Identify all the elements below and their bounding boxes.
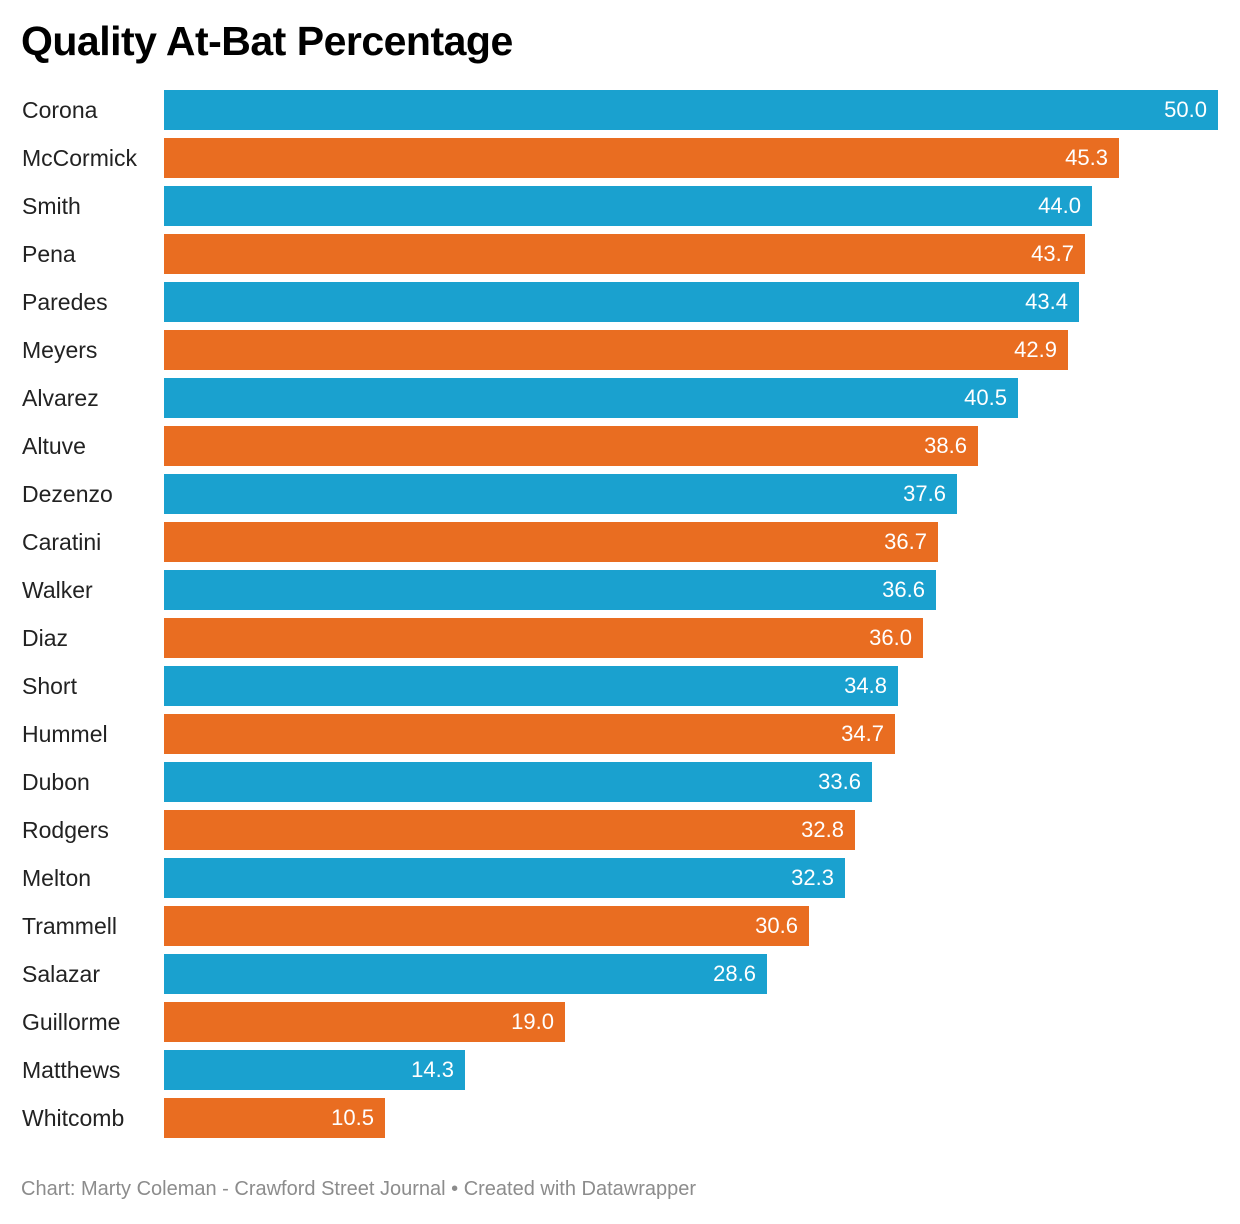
- bar-row: Hummel 34.7: [0, 714, 1240, 754]
- chart-credit-footer: Chart: Marty Coleman - Crawford Street J…: [21, 1178, 697, 1200]
- value-label: 34.8: [844, 673, 887, 698]
- category-label: Walker: [22, 577, 93, 603]
- value-label: 19.0: [511, 1009, 554, 1034]
- bar-row: Caratini 36.7: [0, 522, 1240, 562]
- category-label: Melton: [22, 865, 92, 891]
- bar-row: Dubon 33.6: [0, 762, 1240, 802]
- bar: 50.0: [164, 90, 1218, 130]
- bar-row: Corona 50.0: [0, 90, 1240, 130]
- value-label: 42.9: [1014, 337, 1057, 362]
- value-label: 38.6: [924, 433, 967, 458]
- value-label: 34.7: [841, 721, 884, 746]
- bar: 32.3: [164, 858, 845, 898]
- category-label: Trammell: [22, 913, 117, 939]
- value-label: 32.3: [791, 865, 834, 890]
- category-label: McCormick: [22, 145, 137, 171]
- bar-row: Dezenzo 37.6: [0, 474, 1240, 514]
- bar: 10.5: [164, 1098, 385, 1138]
- bar-row: Walker 36.6: [0, 570, 1240, 610]
- category-label: Diaz: [22, 625, 69, 651]
- category-label: Pena: [22, 241, 76, 267]
- value-label: 33.6: [818, 769, 861, 794]
- value-label: 36.0: [869, 625, 912, 650]
- chart-title: Quality At-Bat Percentage: [21, 18, 513, 64]
- category-label: Altuve: [22, 433, 86, 459]
- value-label: 28.6: [713, 961, 756, 986]
- bar: 19.0: [164, 1002, 565, 1042]
- bar: 43.4: [164, 282, 1079, 322]
- category-label: Hummel: [22, 721, 108, 747]
- value-label: 37.6: [903, 481, 946, 506]
- bar: 28.6: [164, 954, 767, 994]
- category-label: Paredes: [22, 289, 108, 315]
- category-label: Meyers: [22, 337, 98, 363]
- bar: 36.6: [164, 570, 936, 610]
- bar: 30.6: [164, 906, 809, 946]
- category-label: Whitcomb: [22, 1105, 125, 1131]
- value-label: 14.3: [411, 1057, 454, 1082]
- category-label: Dezenzo: [22, 481, 113, 507]
- value-label: 43.7: [1031, 241, 1074, 266]
- value-label: 30.6: [755, 913, 798, 938]
- value-label: 40.5: [964, 385, 1007, 410]
- bar-row: Guillorme 19.0: [0, 1002, 1240, 1042]
- category-label: Corona: [22, 97, 98, 123]
- bar: 34.8: [164, 666, 898, 706]
- bar-row: Alvarez 40.5: [0, 378, 1240, 418]
- category-label: Dubon: [22, 769, 90, 795]
- bar: 43.7: [164, 234, 1085, 274]
- value-label: 10.5: [331, 1105, 374, 1130]
- value-label: 36.7: [884, 529, 927, 554]
- bar-row: Paredes 43.4: [0, 282, 1240, 322]
- bar: 44.0: [164, 186, 1092, 226]
- bar: 32.8: [164, 810, 855, 850]
- value-label: 50.0: [1164, 97, 1207, 122]
- bar: 37.6: [164, 474, 957, 514]
- bar-row: Smith 44.0: [0, 186, 1240, 226]
- bar-row: Meyers 42.9: [0, 330, 1240, 370]
- bar-row: Altuve 38.6: [0, 426, 1240, 466]
- bar: 33.6: [164, 762, 872, 802]
- value-label: 45.3: [1065, 145, 1108, 170]
- bar: 45.3: [164, 138, 1119, 178]
- value-label: 43.4: [1025, 289, 1068, 314]
- category-label: Smith: [22, 193, 81, 219]
- category-label: Matthews: [22, 1057, 121, 1083]
- category-label: Alvarez: [22, 385, 99, 411]
- bar: 42.9: [164, 330, 1068, 370]
- bar-row: Diaz 36.0: [0, 618, 1240, 658]
- bar-row: Pena 43.7: [0, 234, 1240, 274]
- bar-row: Trammell 30.6: [0, 906, 1240, 946]
- bar: 36.0: [164, 618, 923, 658]
- bar: 14.3: [164, 1050, 465, 1090]
- bar-row: Matthews 14.3: [0, 1050, 1240, 1090]
- category-label: Salazar: [22, 961, 100, 987]
- bar: 36.7: [164, 522, 938, 562]
- bar: 38.6: [164, 426, 978, 466]
- value-label: 44.0: [1038, 193, 1081, 218]
- bar-row: Salazar 28.6: [0, 954, 1240, 994]
- bar: 34.7: [164, 714, 895, 754]
- bar-row: McCormick 45.3: [0, 138, 1240, 178]
- bar-chart: Corona 50.0 McCormick 45.3 Smith 44.0 Pena 43.7…: [0, 90, 1240, 1140]
- bar: 40.5: [164, 378, 1018, 418]
- bar-row: Rodgers 32.8: [0, 810, 1240, 850]
- category-label: Caratini: [22, 529, 102, 555]
- value-label: 32.8: [801, 817, 844, 842]
- category-label: Short: [22, 673, 77, 699]
- bar-row: Melton 32.3: [0, 858, 1240, 898]
- bar-row: Whitcomb 10.5: [0, 1098, 1240, 1138]
- category-label: Rodgers: [22, 817, 109, 843]
- bar-row: Short 34.8: [0, 666, 1240, 706]
- value-label: 36.6: [882, 577, 925, 602]
- category-label: Guillorme: [22, 1009, 121, 1035]
